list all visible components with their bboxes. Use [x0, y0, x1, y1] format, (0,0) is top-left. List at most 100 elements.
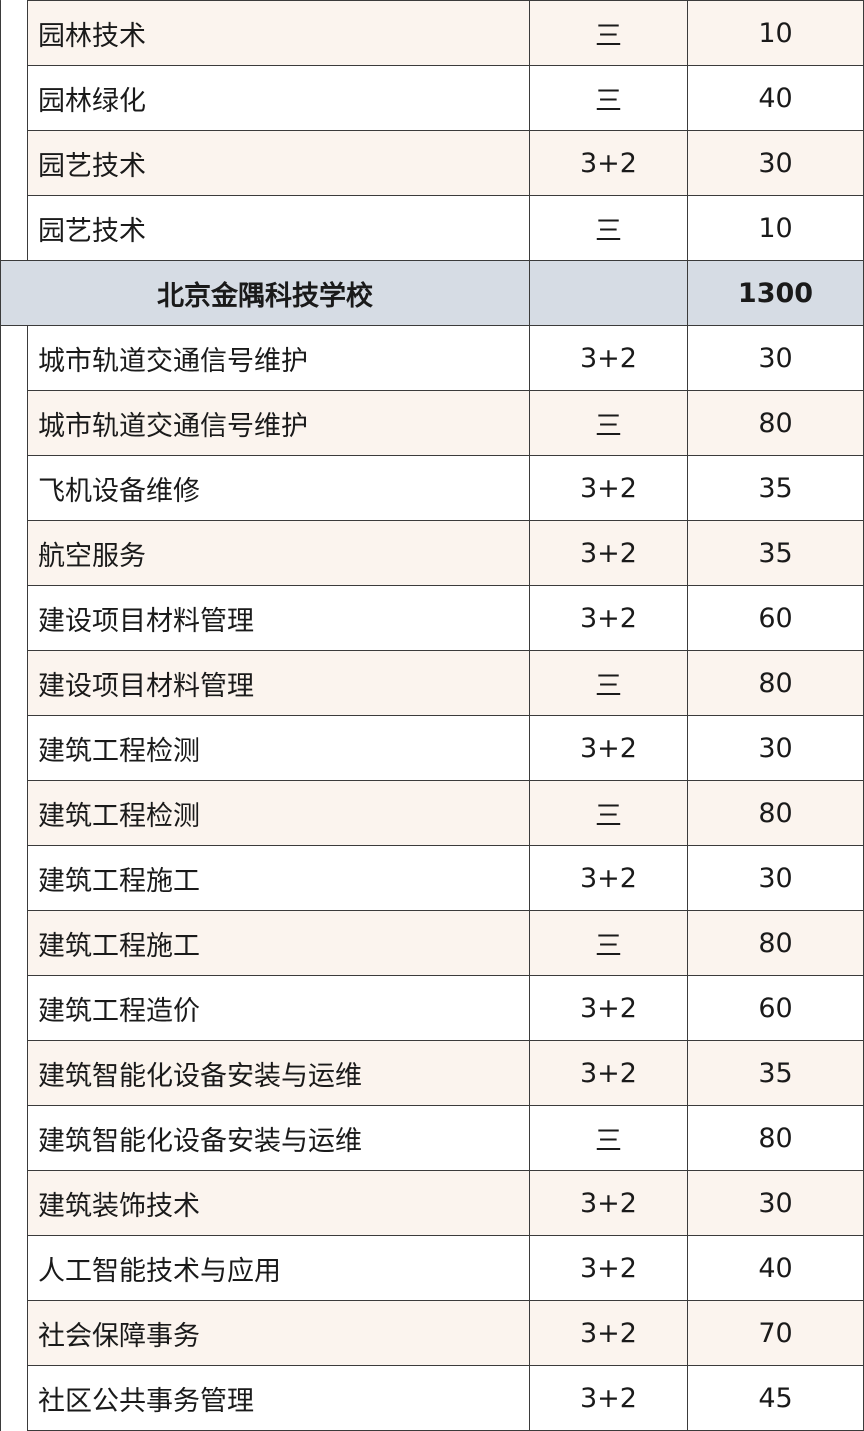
indent-cell: [0, 520, 28, 586]
major-name: 城市轨道交通信号维护: [27, 390, 530, 456]
table-row: 城市轨道交通信号维护 3+2 30: [0, 325, 864, 391]
major-name: 园艺技术: [27, 130, 530, 196]
program-type: 三: [529, 780, 688, 846]
school-name: 北京金隅科技学校: [0, 260, 530, 326]
program-type: 3+2: [529, 1170, 688, 1236]
major-name: 园艺技术: [27, 195, 530, 261]
program-type: 三: [529, 0, 688, 66]
table-row: 航空服务 3+2 35: [0, 520, 864, 586]
indent-cell: [0, 0, 28, 66]
enrollment-count: 35: [687, 520, 864, 586]
program-type: 三: [529, 910, 688, 976]
program-type: 3+2: [529, 845, 688, 911]
indent-cell: [0, 455, 28, 521]
major-name: 园林绿化: [27, 65, 530, 131]
table-row: 建筑工程造价 3+2 60: [0, 975, 864, 1041]
enrollment-count: 70: [687, 1300, 864, 1366]
table-row: 社会保障事务 3+2 70: [0, 1300, 864, 1366]
major-name: 建设项目材料管理: [27, 585, 530, 651]
indent-cell: [0, 390, 28, 456]
program-type: 3+2: [529, 975, 688, 1041]
enrollment-count: 45: [687, 1365, 864, 1431]
major-name: 建筑智能化设备安装与运维: [27, 1105, 530, 1171]
major-name: 园林技术: [27, 0, 530, 66]
indent-cell: [0, 715, 28, 781]
program-type: 3+2: [529, 1300, 688, 1366]
major-name: 人工智能技术与应用: [27, 1235, 530, 1301]
enrollment-count: 10: [687, 195, 864, 261]
program-type: 3+2: [529, 585, 688, 651]
program-type: 三: [529, 1105, 688, 1171]
table-row: 人工智能技术与应用 3+2 40: [0, 1235, 864, 1301]
school-total-count: 1300: [687, 260, 864, 326]
major-name: 城市轨道交通信号维护: [27, 325, 530, 391]
major-name: 航空服务: [27, 520, 530, 586]
major-name: 建筑工程造价: [27, 975, 530, 1041]
enrollment-count: 35: [687, 455, 864, 521]
indent-cell: [0, 585, 28, 651]
enrollment-count: 30: [687, 130, 864, 196]
indent-cell: [0, 195, 28, 261]
program-type: 3+2: [529, 325, 688, 391]
major-name: 建筑工程施工: [27, 910, 530, 976]
table-row: 建设项目材料管理 3+2 60: [0, 585, 864, 651]
enrollment-count: 60: [687, 585, 864, 651]
enrollment-count: 60: [687, 975, 864, 1041]
table-row: 园艺技术 三 10: [0, 195, 864, 261]
enrollment-count: 30: [687, 715, 864, 781]
enrollment-count: 30: [687, 1170, 864, 1236]
program-type: 3+2: [529, 520, 688, 586]
program-type: 三: [529, 390, 688, 456]
program-type: 三: [529, 65, 688, 131]
major-name: 社区公共事务管理: [27, 1365, 530, 1431]
enrollment-count: 30: [687, 325, 864, 391]
program-type: 3+2: [529, 1365, 688, 1431]
enrollment-count: 40: [687, 1235, 864, 1301]
enrollment-count: 10: [687, 0, 864, 66]
indent-cell: [0, 780, 28, 846]
major-name: 建设项目材料管理: [27, 650, 530, 716]
table-row: 社区公共事务管理 3+2 45: [0, 1365, 864, 1431]
enrollment-count: 30: [687, 845, 864, 911]
table-row: 园艺技术 3+2 30: [0, 130, 864, 196]
enrollment-count: 80: [687, 1105, 864, 1171]
major-name: 建筑智能化设备安装与运维: [27, 1040, 530, 1106]
enrollment-count: 40: [687, 65, 864, 131]
indent-cell: [0, 1040, 28, 1106]
table-row: 园林技术 三 10: [0, 0, 864, 66]
indent-cell: [0, 130, 28, 196]
enrollment-count: 80: [687, 910, 864, 976]
major-name: 建筑装饰技术: [27, 1170, 530, 1236]
indent-cell: [0, 1365, 28, 1431]
indent-cell: [0, 975, 28, 1041]
table-row: 建筑工程施工 三 80: [0, 910, 864, 976]
enrollment-count: 80: [687, 650, 864, 716]
table-row: 城市轨道交通信号维护 三 80: [0, 390, 864, 456]
program-type: 3+2: [529, 130, 688, 196]
major-name: 建筑工程施工: [27, 845, 530, 911]
indent-cell: [0, 65, 28, 131]
table-row: 建筑工程检测 3+2 30: [0, 715, 864, 781]
indent-cell: [0, 1300, 28, 1366]
indent-cell: [0, 910, 28, 976]
program-type: 3+2: [529, 1235, 688, 1301]
indent-cell: [0, 650, 28, 716]
table-row: 建设项目材料管理 三 80: [0, 650, 864, 716]
enrollment-count: 35: [687, 1040, 864, 1106]
indent-cell: [0, 325, 28, 391]
program-type: 三: [529, 195, 688, 261]
table-row: 建筑工程检测 三 80: [0, 780, 864, 846]
enrollment-count: 80: [687, 780, 864, 846]
school-header-row: 北京金隅科技学校 1300: [0, 260, 864, 326]
table-row: 建筑工程施工 3+2 30: [0, 845, 864, 911]
table-row: 建筑智能化设备安装与运维 3+2 35: [0, 1040, 864, 1106]
enrollment-count: 80: [687, 390, 864, 456]
table-row: 园林绿化 三 40: [0, 65, 864, 131]
indent-cell: [0, 1170, 28, 1236]
program-type: 三: [529, 650, 688, 716]
indent-cell: [0, 1235, 28, 1301]
major-name: 建筑工程检测: [27, 715, 530, 781]
program-type: 3+2: [529, 715, 688, 781]
